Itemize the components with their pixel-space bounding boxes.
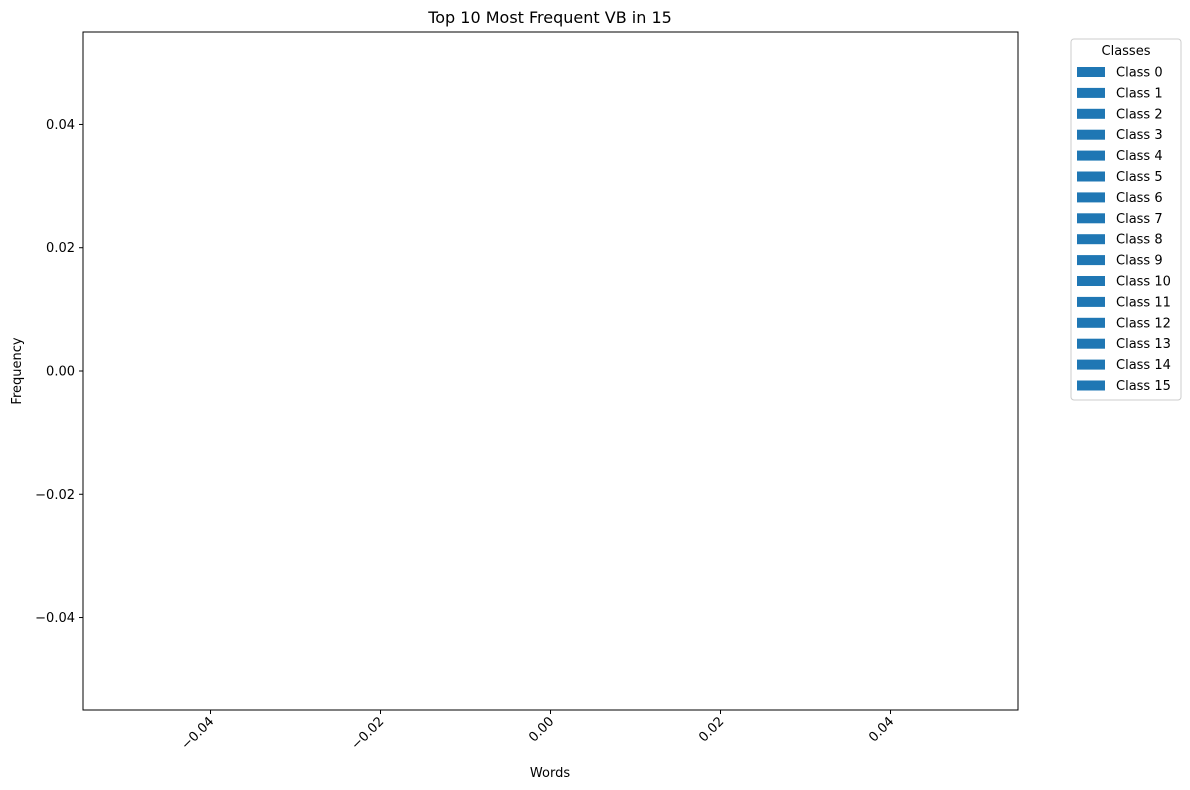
legend-swatch — [1077, 150, 1105, 161]
x-tick-label: −0.04 — [179, 714, 218, 753]
legend-swatch — [1077, 192, 1105, 203]
legend-swatch — [1077, 380, 1105, 391]
plot-frame — [82, 31, 1019, 711]
y-tick-label: −0.02 — [35, 488, 75, 503]
legend-entry-label: Class 8 — [1116, 233, 1163, 248]
legend-entry-label: Class 15 — [1116, 379, 1171, 394]
legend-swatch — [1077, 234, 1105, 245]
legend-entry-label: Class 10 — [1116, 275, 1171, 290]
legend-entry-label: Class 13 — [1116, 337, 1171, 352]
legend-swatch — [1077, 213, 1105, 224]
legend-entry-label: Class 6 — [1116, 191, 1163, 206]
legend-entry-label: Class 12 — [1116, 316, 1171, 331]
legend-entry-label: Class 7 — [1116, 212, 1163, 227]
legend-entry-label: Class 14 — [1116, 358, 1171, 373]
legend-swatch — [1077, 129, 1105, 140]
y-tick-label: 0.04 — [46, 118, 75, 133]
legend-swatch — [1077, 359, 1105, 370]
y-axis-title: Frequency — [10, 337, 25, 404]
legend-swatch — [1077, 255, 1105, 266]
y-tick-label: 0.00 — [46, 365, 75, 380]
legend-swatch — [1077, 171, 1105, 182]
legend-entry-label: Class 9 — [1116, 254, 1163, 269]
legend-entries: Class 0 Class 1 Class 2 Class 3 Class 4 Class… — [1077, 66, 1171, 394]
legend-entry-label: Class 4 — [1116, 149, 1163, 164]
legend-entry-label: Class 2 — [1116, 107, 1163, 122]
chart-title: Top 10 Most Frequent VB in 15 — [427, 8, 672, 27]
legend-box — [1070, 38, 1182, 401]
y-axis: −0.04 −0.02 0.00 0.02 0.04 — [35, 118, 83, 626]
legend-swatch — [1077, 276, 1105, 286]
x-tick-label: 0.00 — [526, 714, 557, 745]
x-axis: −0.04 −0.02 0.00 0.02 0.04 — [179, 710, 897, 753]
legend-entry-label: Class 5 — [1116, 170, 1163, 185]
y-tick-label: −0.04 — [35, 611, 75, 626]
x-axis-title: Words — [530, 766, 570, 781]
legend-entry-label: Class 11 — [1116, 295, 1171, 310]
legend-swatch — [1077, 108, 1105, 119]
x-tick-label: −0.02 — [349, 714, 388, 753]
legend-swatch — [1077, 296, 1105, 307]
legend-swatch — [1077, 338, 1105, 349]
legend-title: Classes — [1102, 44, 1151, 59]
x-tick-label: 0.04 — [866, 714, 897, 745]
legend-swatch — [1077, 87, 1105, 98]
legend-entry-label: Class 1 — [1116, 86, 1163, 101]
legend-swatch — [1077, 67, 1105, 77]
x-tick-label: 0.02 — [696, 714, 727, 745]
legend-entry-label: Class 3 — [1116, 128, 1163, 143]
legend-entry-label: Class 0 — [1116, 66, 1163, 81]
y-tick-label: 0.02 — [46, 241, 75, 256]
legend-swatch — [1077, 317, 1105, 328]
